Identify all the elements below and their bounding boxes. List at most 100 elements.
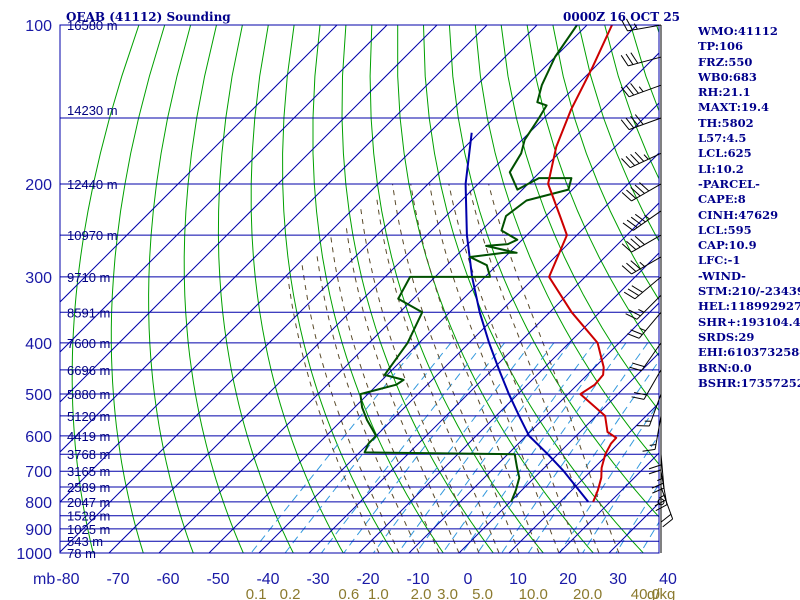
dry-adiabat bbox=[217, 25, 294, 553]
temperature-tick-label: 20 bbox=[559, 571, 577, 588]
stat-line: SRDS:29 bbox=[698, 329, 755, 344]
wind-barb-feather bbox=[631, 396, 645, 400]
height-label: 3768 m bbox=[67, 447, 110, 462]
stat-line: LCL:595 bbox=[698, 222, 752, 237]
wind-barb bbox=[620, 52, 662, 67]
temperature-tick-label: -20 bbox=[356, 571, 379, 588]
mixing-ratio-line bbox=[250, 342, 420, 553]
wind-barb-staff bbox=[628, 117, 662, 131]
temperature-tick-label: 40 bbox=[659, 571, 677, 588]
moist-adiabat bbox=[488, 183, 620, 553]
wind-barb-feather bbox=[631, 285, 643, 293]
mixing-ratio-line bbox=[527, 359, 659, 553]
isotherm-line bbox=[308, 202, 659, 553]
wind-barb-feather bbox=[620, 55, 629, 67]
chart-title: OEAB (41112) Sounding bbox=[66, 10, 231, 24]
stat-line: BSHR:173572524071 bbox=[698, 375, 800, 390]
stat-line: LCL:625 bbox=[698, 146, 752, 161]
moist-adiabat bbox=[330, 235, 440, 553]
wind-barb-feather bbox=[625, 18, 633, 31]
wind-barb-feather bbox=[620, 119, 630, 130]
dry-adiabat bbox=[148, 25, 194, 553]
wind-barb bbox=[620, 114, 662, 131]
wind-barb bbox=[621, 234, 662, 253]
isotherm-line bbox=[208, 102, 659, 553]
height-label: 10970 m bbox=[67, 228, 118, 243]
isotherm-line bbox=[408, 302, 659, 553]
wind-barb-feather bbox=[632, 362, 645, 368]
stat-line: TH:5802 bbox=[698, 115, 754, 130]
wind-barb-staff bbox=[636, 294, 662, 320]
wind-barb bbox=[631, 369, 662, 400]
wind-barb bbox=[657, 498, 665, 506]
wind-barb-feather bbox=[626, 219, 638, 228]
isotherm-line bbox=[60, 25, 438, 403]
height-label: 16580 m bbox=[67, 18, 118, 33]
moist-adiabat bbox=[345, 225, 460, 553]
wind-barb-feather bbox=[621, 192, 632, 202]
background-grid bbox=[60, 25, 659, 553]
dewpoint-profile-line bbox=[359, 25, 578, 503]
wind-barb-feather bbox=[630, 187, 641, 197]
wind-barb-feather bbox=[655, 504, 668, 512]
pressure-tick-label: 500 bbox=[25, 387, 52, 404]
wind-barb-feather bbox=[651, 482, 664, 489]
mixing-ratio-label: 0.6 bbox=[338, 586, 359, 600]
height-label: 3165 m bbox=[67, 464, 110, 479]
profile-layer bbox=[359, 25, 618, 503]
dry-adiabat bbox=[312, 25, 444, 553]
stat-line: L57:4.5 bbox=[698, 131, 747, 146]
calm-circle bbox=[657, 498, 665, 506]
wind-barb-feather bbox=[627, 288, 640, 296]
isotherm-line bbox=[60, 25, 388, 353]
temperature-tick-label: 30 bbox=[609, 571, 627, 588]
wind-barb bbox=[621, 151, 662, 169]
height-label: 12440 m bbox=[67, 177, 118, 192]
pressure-tick-label: 300 bbox=[25, 270, 52, 287]
wind-barb bbox=[620, 83, 662, 98]
height-label: 2589 m bbox=[67, 480, 110, 495]
wind-barb-feather bbox=[634, 213, 646, 223]
wind-barb-staff bbox=[660, 486, 674, 520]
temperature-tick-label: -50 bbox=[206, 571, 229, 588]
pressure-tick-label: 700 bbox=[25, 464, 52, 481]
mixing-ratio-label: 20.0 bbox=[573, 586, 602, 600]
wind-barb-staff bbox=[631, 183, 662, 202]
chart-datetime: 0000Z 16 OCT 25 bbox=[563, 10, 680, 24]
parcel-profile-line bbox=[464, 132, 589, 503]
wind-barb bbox=[623, 276, 662, 300]
stat-line: STM:210/-2343962 bbox=[698, 284, 800, 299]
wind-barb-feather bbox=[630, 329, 643, 335]
wind-barb-feather bbox=[648, 469, 662, 475]
wind-barb-feather bbox=[630, 52, 639, 64]
wind-barb-staff bbox=[631, 256, 662, 275]
wind-barb-staff bbox=[631, 234, 662, 253]
height-label: 8591 m bbox=[67, 305, 110, 320]
wind-barb bbox=[636, 393, 662, 427]
wind-barb-feather bbox=[625, 313, 638, 320]
isotherm-line bbox=[60, 25, 338, 303]
isotherm-line bbox=[60, 25, 588, 553]
stat-line: -WIND- bbox=[698, 268, 746, 283]
wind-barb-feather bbox=[627, 333, 640, 339]
wind-barb-half-feather bbox=[643, 154, 649, 160]
plot-frame bbox=[59, 24, 660, 554]
wind-barb-feather bbox=[625, 156, 636, 166]
wind-barb-half-feather bbox=[639, 327, 646, 332]
isotherm-line bbox=[558, 452, 659, 553]
wind-barb-staff bbox=[638, 311, 662, 339]
height-label: 7600 m bbox=[67, 336, 110, 351]
wind-barb-feather bbox=[629, 366, 642, 372]
moist-adiabat bbox=[468, 183, 600, 553]
height-label: 78 m bbox=[67, 546, 96, 561]
wind-barb-staff bbox=[643, 369, 662, 400]
stat-line: CAP:10.9 bbox=[698, 238, 757, 253]
mixing-ratio-line bbox=[372, 342, 532, 553]
wind-barb-half-feather bbox=[638, 308, 645, 313]
mixing-ratio-line bbox=[397, 342, 555, 553]
wind-barb-feather bbox=[620, 86, 630, 98]
wind-barb-feather bbox=[625, 84, 635, 96]
mixing-ratio-label: 5.0 bbox=[472, 586, 493, 600]
height-label: 5120 m bbox=[67, 409, 110, 424]
wind-barb-feather bbox=[630, 83, 639, 94]
